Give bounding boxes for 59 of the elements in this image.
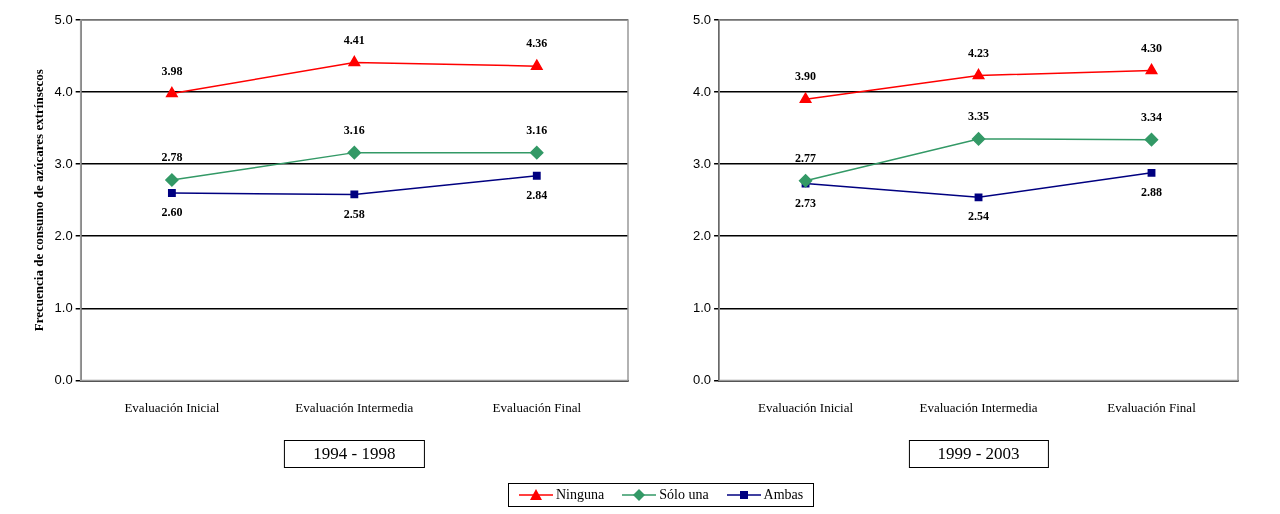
y-tick-label: 1.0	[692, 299, 712, 315]
point	[350, 190, 359, 199]
point	[167, 189, 176, 197]
data-label: 3.34	[1141, 109, 1163, 124]
point	[347, 145, 362, 160]
data-label: 4.36	[526, 36, 548, 51]
point	[1144, 132, 1159, 147]
x-tick-label: Evaluación Final	[1107, 399, 1197, 415]
y-tick-label: 2.0	[692, 227, 712, 243]
point	[972, 68, 985, 80]
data-label: 2.54	[968, 209, 990, 224]
point	[974, 193, 983, 202]
point	[971, 132, 986, 146]
point	[1147, 168, 1156, 177]
x-tick-label: Evaluación Final	[492, 399, 582, 415]
data-label: 2.60	[161, 205, 183, 220]
legend-label: Sólo una	[659, 487, 709, 503]
point	[1145, 63, 1158, 75]
y-tick-label: 3.0	[54, 155, 73, 171]
legend-label: Ninguna	[556, 487, 605, 503]
data-label: 2.78	[161, 150, 183, 165]
x-axis-title: 1994 - 1998	[284, 440, 425, 468]
point	[530, 59, 543, 70]
data-label: 3.90	[795, 69, 817, 84]
y-axis-title: Frecuencia de consumo de azúcares extrínsecos	[31, 69, 47, 332]
data-label: 4.30	[1141, 40, 1163, 55]
data-label: 2.77	[795, 150, 817, 165]
x-axis-title: 1999 - 2003	[908, 440, 1049, 468]
y-tick-label: 5.0	[692, 11, 712, 27]
point	[530, 145, 544, 160]
data-label: 3.35	[968, 109, 990, 124]
data-label: 2.84	[526, 187, 548, 202]
x-tick-label: Evaluación Intermedia	[295, 399, 414, 415]
point	[532, 171, 541, 180]
data-label: 4.23	[968, 45, 990, 60]
point	[348, 55, 361, 67]
y-tick-label: 0.0	[692, 371, 712, 387]
legend-label: Ambas	[763, 487, 804, 503]
point	[165, 173, 179, 187]
point	[798, 173, 813, 188]
y-tick-label: 4.0	[692, 83, 712, 99]
y-tick-label: 3.0	[692, 155, 712, 171]
data-label: 3.16	[343, 122, 365, 137]
x-tick-label: Evaluación Inicial	[124, 399, 220, 415]
data-label: 2.73	[795, 195, 817, 210]
x-tick-label: Evaluación Intermedia	[919, 399, 1038, 415]
data-label: 3.16	[526, 122, 548, 137]
y-tick-label: 2.0	[54, 227, 73, 243]
y-tick-label: 4.0	[54, 83, 73, 99]
y-tick-label: 1.0	[54, 299, 73, 315]
y-tick-label: 0.0	[54, 371, 73, 387]
data-label: 2.88	[1141, 184, 1163, 199]
data-label: 2.58	[343, 206, 365, 221]
point	[799, 92, 812, 104]
x-tick-label: Evaluación Inicial	[758, 399, 854, 415]
data-label: 4.41	[343, 32, 365, 47]
data-label: 3.98	[161, 63, 183, 78]
y-tick-label: 5.0	[54, 11, 73, 27]
point	[165, 86, 178, 98]
